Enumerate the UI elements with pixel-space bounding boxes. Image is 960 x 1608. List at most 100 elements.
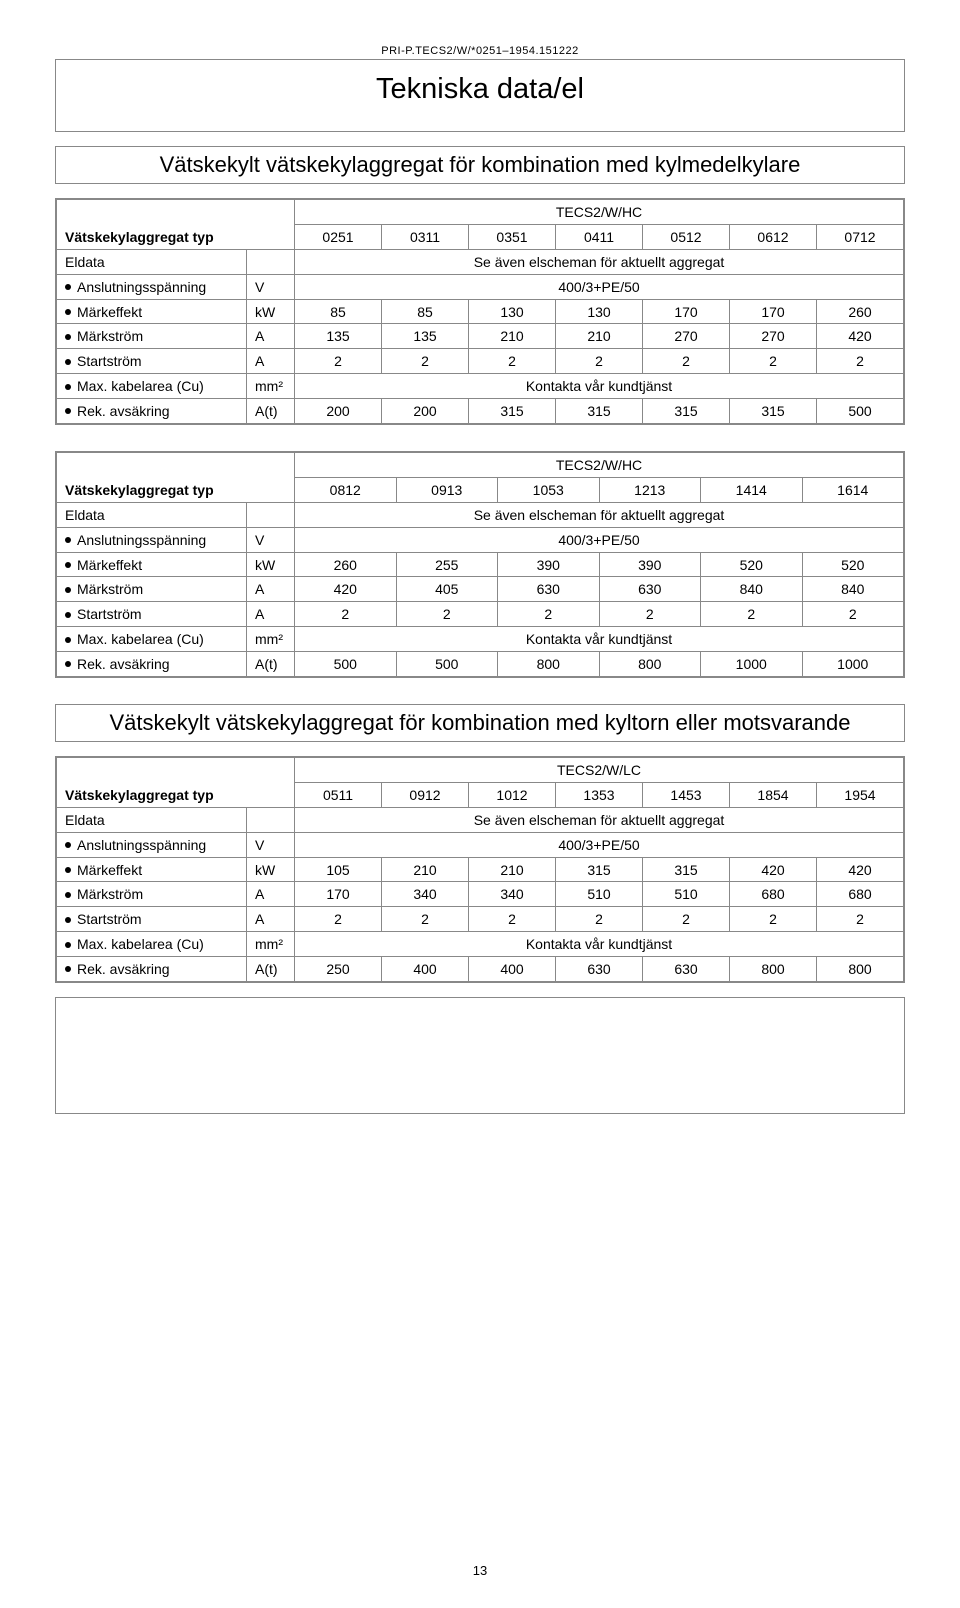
- bullet-icon: [65, 966, 71, 972]
- row-label: Märkeffekt: [77, 557, 142, 573]
- row-unit: mm²: [247, 932, 295, 957]
- row-unit: A: [247, 907, 295, 932]
- cell: 170: [643, 299, 730, 324]
- cell: 420: [295, 577, 397, 602]
- cell: 2: [817, 349, 904, 374]
- eldata-label: Eldata: [57, 249, 247, 274]
- cell: 315: [556, 857, 643, 882]
- cell: 210: [469, 324, 556, 349]
- col-header: 1213: [599, 477, 701, 502]
- cell: 420: [817, 324, 904, 349]
- cell: 520: [701, 552, 803, 577]
- row-span: Kontakta vår kundtjänst: [295, 932, 904, 957]
- typ-label: Vätskekylaggregat typ: [65, 787, 214, 803]
- section2-table: Vätskekylaggregat typ TECS2/W/HC 0812 09…: [56, 452, 904, 677]
- empty-box: [55, 997, 905, 1114]
- table-row: Rek. avsäkring A(t) 250 400 400 630 630 …: [57, 957, 904, 982]
- cell: 2: [556, 349, 643, 374]
- cell: 680: [817, 882, 904, 907]
- cell: 2: [295, 907, 382, 932]
- cell: 200: [295, 399, 382, 424]
- row-label: Märkeffekt: [77, 862, 142, 878]
- col-header: 1414: [701, 477, 803, 502]
- cell: 315: [556, 399, 643, 424]
- table-row: Eldata Se även elscheman för aktuellt ag…: [57, 502, 904, 527]
- row-unit: kW: [247, 299, 295, 324]
- cell: 260: [295, 552, 397, 577]
- note-elscheman: Se även elscheman för aktuellt aggregat: [295, 249, 904, 274]
- cell: 105: [295, 857, 382, 882]
- note-elscheman: Se även elscheman för aktuellt aggregat: [295, 807, 904, 832]
- cell: 135: [382, 324, 469, 349]
- cell: 135: [295, 324, 382, 349]
- row-label: Rek. avsäkring: [77, 961, 170, 977]
- cell: 420: [730, 857, 817, 882]
- bullet-icon: [65, 562, 71, 568]
- cell: 400: [469, 957, 556, 982]
- section1-table: Vätskekylaggregat typ TECS2/W/HC 0251 03…: [56, 199, 904, 424]
- table-row: Max. kabelarea (Cu) mm² Kontakta vår kun…: [57, 627, 904, 652]
- row-unit: A: [247, 577, 295, 602]
- section3-title-box: Vätskekylt vätskekylaggregat för kombina…: [55, 704, 905, 742]
- cell: 200: [382, 399, 469, 424]
- cell: 210: [382, 857, 469, 882]
- title-box: Tekniska data/el: [55, 59, 905, 132]
- cell: 270: [730, 324, 817, 349]
- cell: 315: [643, 857, 730, 882]
- bullet-icon: [65, 384, 71, 390]
- table-row: Rek. avsäkring A(t) 200 200 315 315 315 …: [57, 399, 904, 424]
- cell: 1000: [802, 652, 904, 677]
- row-unit: A: [247, 349, 295, 374]
- row-unit: A: [247, 882, 295, 907]
- section3-table-box: Vätskekylaggregat typ TECS2/W/LC 0511 09…: [55, 756, 905, 983]
- cell: 510: [556, 882, 643, 907]
- cell: 800: [817, 957, 904, 982]
- table-row: Max. kabelarea (Cu) mm² Kontakta vår kun…: [57, 374, 904, 399]
- cell: 2: [817, 907, 904, 932]
- cell: 390: [599, 552, 701, 577]
- cell: 630: [643, 957, 730, 982]
- cell: 2: [599, 602, 701, 627]
- page-title: Tekniska data/el: [66, 73, 894, 106]
- cell: 800: [498, 652, 600, 677]
- table-row: Märkeffekt kW 105 210 210 315 315 420 42…: [57, 857, 904, 882]
- row-label: Märkström: [77, 581, 143, 597]
- cell: 2: [643, 907, 730, 932]
- col-header: 1053: [498, 477, 600, 502]
- cell: 340: [382, 882, 469, 907]
- cell: 2: [295, 602, 397, 627]
- col-header: 0251: [295, 224, 382, 249]
- eldata-label: Eldata: [57, 502, 247, 527]
- row-label: Startström: [77, 911, 142, 927]
- table-row: Märkström A 135 135 210 210 270 270 420: [57, 324, 904, 349]
- bullet-icon: [65, 637, 71, 643]
- cell: 800: [599, 652, 701, 677]
- cell: 2: [295, 349, 382, 374]
- cell: 270: [643, 324, 730, 349]
- cell: 2: [382, 349, 469, 374]
- cell: 315: [730, 399, 817, 424]
- cell: 255: [396, 552, 498, 577]
- table-row: Startström A 2 2 2 2 2 2 2: [57, 349, 904, 374]
- cell: 840: [701, 577, 803, 602]
- bullet-icon: [65, 842, 71, 848]
- table-row: Eldata Se även elscheman för aktuellt ag…: [57, 249, 904, 274]
- row-label: Märkeffekt: [77, 304, 142, 320]
- row-span: 400/3+PE/50: [295, 527, 904, 552]
- bullet-icon: [65, 309, 71, 315]
- bullet-icon: [65, 587, 71, 593]
- section1-title-box: Vätskekylt vätskekylaggregat för kombina…: [55, 146, 905, 184]
- row-unit: V: [247, 274, 295, 299]
- row-label: Märkström: [77, 328, 143, 344]
- row-unit: V: [247, 527, 295, 552]
- row-label: Rek. avsäkring: [77, 656, 170, 672]
- row-unit: kW: [247, 857, 295, 882]
- page-number: 13: [0, 1563, 960, 1578]
- col-header: 0712: [817, 224, 904, 249]
- cell: 170: [295, 882, 382, 907]
- table-row: Märkström A 420 405 630 630 840 840: [57, 577, 904, 602]
- bullet-icon: [65, 537, 71, 543]
- cell: 2: [382, 907, 469, 932]
- bullet-icon: [65, 612, 71, 618]
- row-unit: kW: [247, 552, 295, 577]
